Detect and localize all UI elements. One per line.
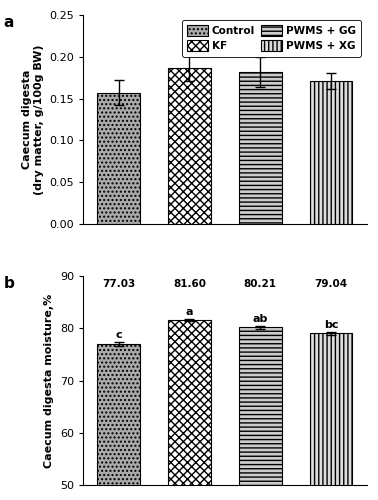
Text: 81.60: 81.60	[173, 280, 206, 289]
Legend: Control, KF, PWMS + GG, PWMS + XG: Control, KF, PWMS + GG, PWMS + XG	[181, 20, 361, 57]
Bar	[97, 92, 140, 224]
Bar	[239, 72, 282, 224]
Text: ab: ab	[253, 314, 268, 324]
Text: 77.03: 77.03	[102, 280, 135, 289]
Y-axis label: Caecum digesta
(dry matter, g/100g BW): Caecum digesta (dry matter, g/100g BW)	[22, 44, 44, 195]
Bar	[310, 334, 352, 500]
Text: b: b	[4, 276, 15, 291]
Bar	[97, 344, 140, 500]
Text: a: a	[4, 15, 14, 30]
Text: c: c	[115, 330, 122, 340]
Bar	[310, 81, 352, 224]
Text: bc: bc	[324, 320, 338, 330]
Y-axis label: Caecum digesta moisture,%: Caecum digesta moisture,%	[45, 294, 54, 468]
Bar	[168, 68, 211, 224]
Bar	[168, 320, 211, 500]
Text: 79.04: 79.04	[314, 280, 348, 289]
Bar	[239, 327, 282, 500]
Text: 80.21: 80.21	[244, 280, 277, 289]
Text: a: a	[186, 307, 193, 317]
